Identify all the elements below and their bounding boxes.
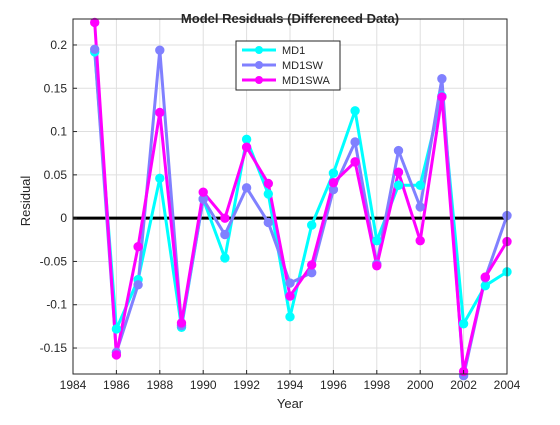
data-point-md1 (480, 280, 490, 291)
x-axis-ticks: 1984 1986 1988 1990 1992 1994 1996 1998 2000 2002… (60, 370, 521, 392)
data-point-md1swa (437, 92, 447, 102)
data-point-md1swa (155, 107, 165, 118)
data-point-md1swa (111, 350, 122, 360)
data-point-md1swa (307, 260, 317, 270)
data-point-md1sw (350, 137, 360, 147)
data-point-md1swa (393, 167, 404, 177)
y-tick-label: 0 (60, 211, 67, 225)
data-point-md1sw (155, 45, 165, 55)
series-line-md1swa (93, 22, 509, 373)
legend-swatch-marker (255, 76, 263, 84)
x-tick-label: 1990 (190, 378, 217, 392)
data-point-md1 (285, 312, 295, 322)
x-tick-label: 1984 (60, 378, 87, 392)
data-point-md1 (155, 173, 165, 184)
series-lines (93, 22, 509, 378)
data-point-md1swa (241, 142, 252, 152)
data-point-md1 (220, 253, 230, 263)
x-tick-label: 1994 (277, 378, 304, 392)
y-tick-label: 0.05 (44, 168, 68, 182)
data-point-md1swa (285, 291, 295, 301)
x-tick-label: 1986 (103, 378, 130, 392)
data-point-md1 (415, 180, 425, 190)
y-tick-label: -0.1 (46, 298, 67, 312)
data-point-md1swa (372, 261, 382, 271)
y-tick-label: 0.15 (44, 81, 68, 95)
data-point-md1swa (328, 177, 339, 188)
data-point-md1swa (90, 17, 100, 28)
data-point-md1sw (241, 183, 252, 193)
data-point-md1sw (285, 278, 295, 288)
x-tick-label: 1992 (233, 378, 260, 392)
data-point-md1sw (133, 280, 143, 290)
y-tick-label: -0.05 (40, 254, 68, 268)
data-point-md1 (372, 235, 382, 246)
x-tick-label: 1996 (320, 378, 347, 392)
data-point-md1swa (480, 272, 490, 282)
legend: MD1 MD1SW MD1SWA (235, 40, 341, 91)
data-point-md1sw (90, 44, 100, 55)
data-point-md1 (458, 319, 469, 329)
data-point-md1sw (393, 145, 404, 156)
data-point-md1 (241, 134, 252, 145)
x-tick-label: 1998 (363, 378, 390, 392)
y-axis-ticks: -0.15 -0.1 -0.05 0 0.05 0.1 0.15 0.2 (40, 38, 77, 355)
chart-title: Model Residuals (Differenced Data) (181, 11, 399, 26)
data-point-md1sw (437, 74, 447, 84)
data-point-md1swa (220, 213, 230, 223)
data-point-md1 (307, 220, 317, 230)
data-point-md1sw (220, 229, 230, 240)
x-tick-label: 2004 (494, 378, 521, 392)
data-point-md1 (111, 324, 122, 334)
legend-label: MD1SWA (282, 75, 331, 87)
data-point-md1 (263, 189, 273, 199)
y-tick-label: 0.1 (50, 125, 67, 139)
x-tick-label: 2000 (407, 378, 434, 392)
data-point-md1 (393, 180, 404, 190)
data-point-md1 (350, 106, 360, 116)
y-tick-label: 0.2 (50, 38, 67, 52)
legend-label: MD1 (282, 45, 305, 57)
legend-swatch-marker (255, 46, 263, 54)
legend-label: MD1SW (282, 60, 324, 72)
data-point-md1swa (350, 157, 360, 167)
y-axis-label: Residual (18, 176, 33, 227)
data-point-md1swa (176, 318, 187, 328)
data-point-md1swa (198, 187, 208, 197)
y-tick-label: -0.15 (40, 341, 68, 355)
x-tick-label: 1988 (146, 378, 173, 392)
data-point-md1sw (263, 217, 273, 228)
data-point-md1 (328, 168, 339, 178)
data-point-md1swa (263, 178, 273, 189)
x-tick-label: 2002 (450, 378, 477, 392)
data-point-md1sw (307, 267, 317, 278)
data-point-md1sw (415, 202, 425, 212)
data-point-md1swa (415, 235, 425, 246)
x-axis-label: Year (277, 396, 304, 411)
legend-swatch-marker (255, 61, 263, 69)
data-point-md1swa (133, 242, 143, 252)
